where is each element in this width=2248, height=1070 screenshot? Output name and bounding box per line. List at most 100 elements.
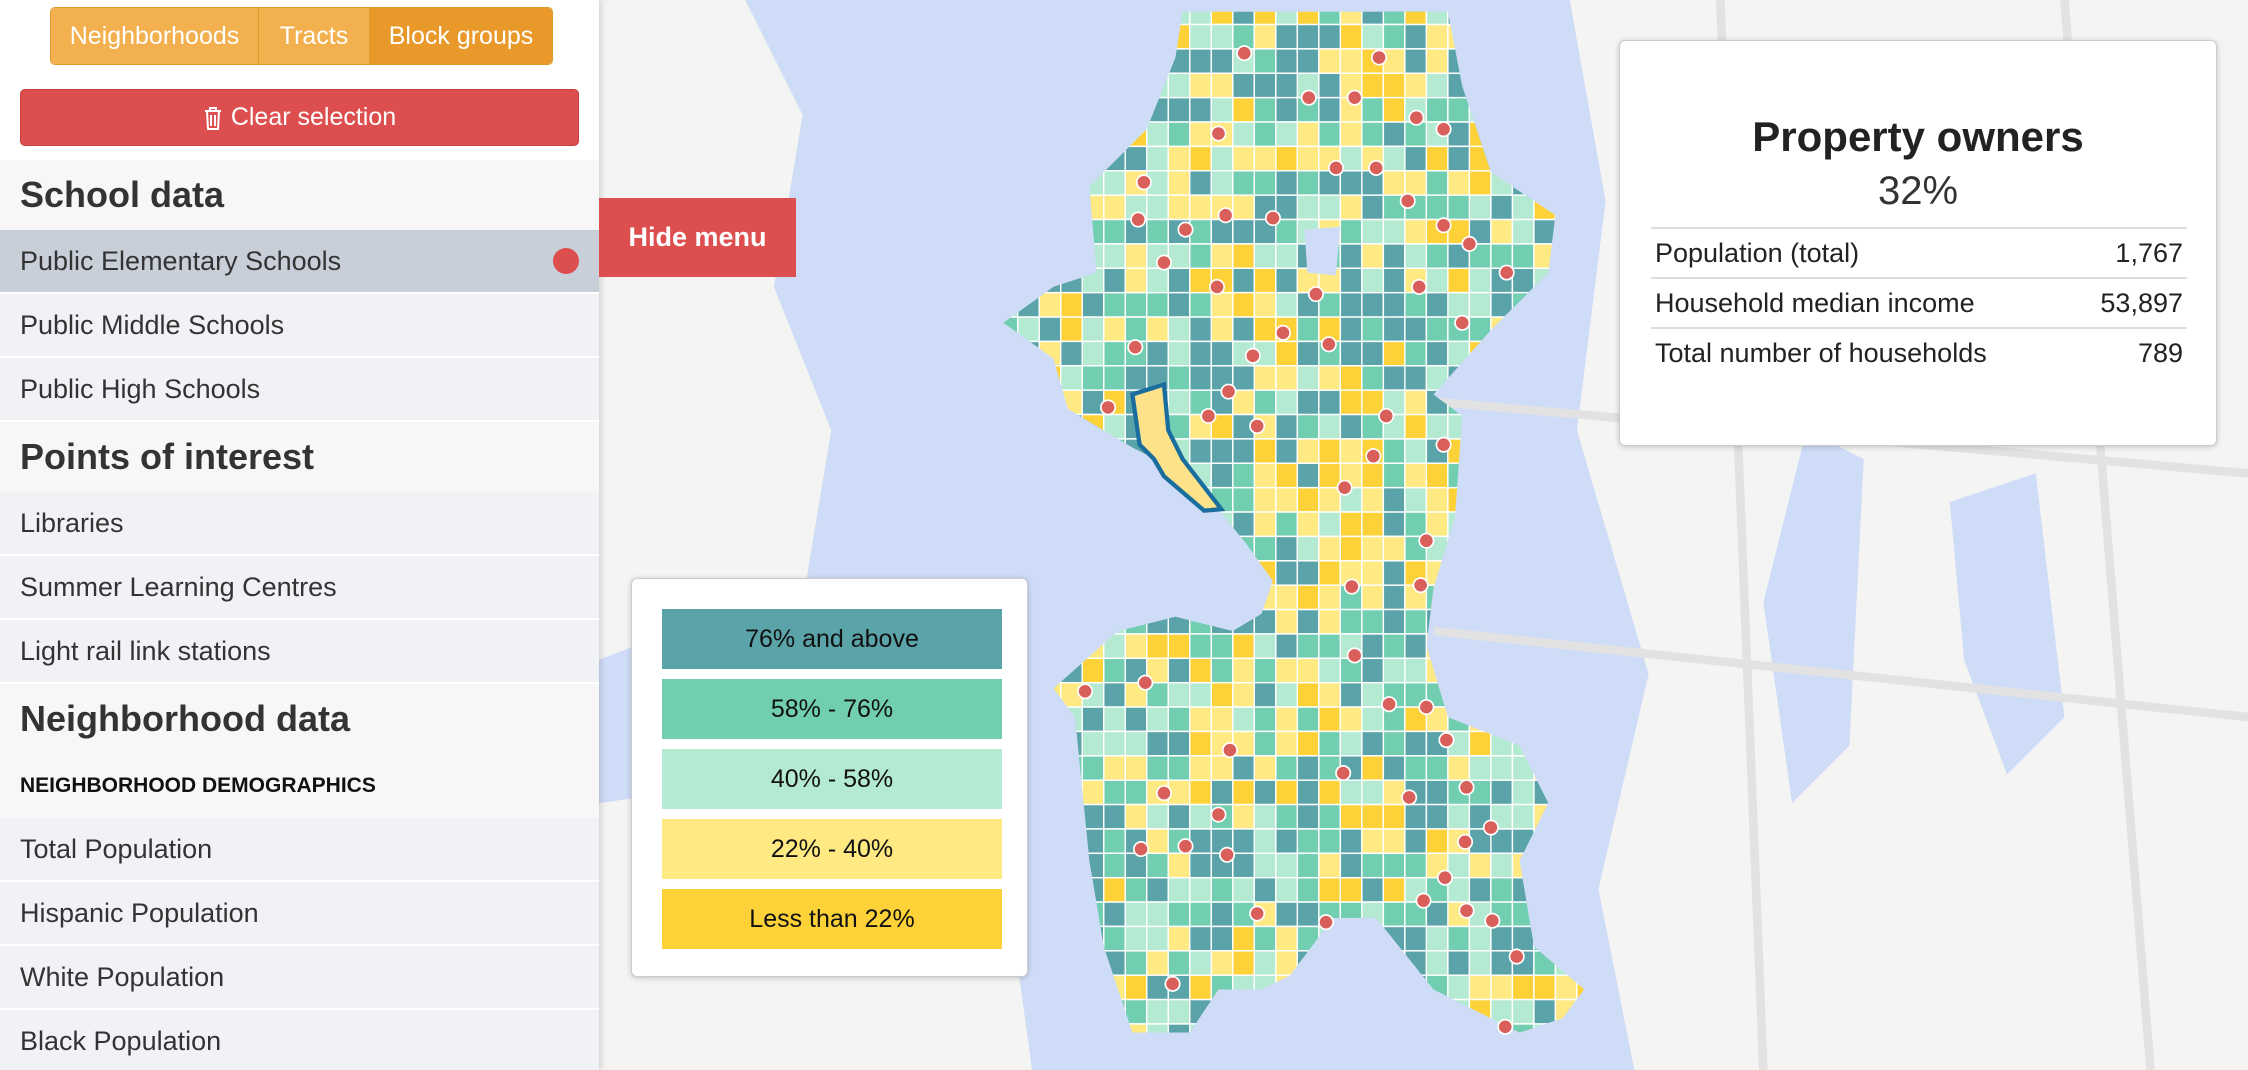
layer-item[interactable]: Light rail link stations — [0, 620, 599, 682]
map-cell[interactable] — [1490, 779, 1514, 806]
map-cell[interactable] — [1296, 779, 1320, 806]
hide-menu-button[interactable]: Hide menu — [599, 198, 796, 277]
map-cell[interactable] — [1318, 730, 1342, 757]
map-cell[interactable] — [1253, 511, 1277, 538]
map-cell[interactable] — [1103, 779, 1126, 806]
map-cell[interactable] — [1425, 170, 1449, 196]
map-cell[interactable] — [1189, 803, 1212, 830]
map-cell[interactable] — [1167, 365, 1191, 391]
map-cell[interactable] — [1361, 96, 1385, 123]
school-marker[interactable] — [1249, 905, 1266, 922]
map-cell[interactable] — [1382, 438, 1406, 465]
map-cell[interactable] — [1404, 145, 1428, 172]
map-cell[interactable] — [1060, 365, 1083, 391]
map-cell[interactable] — [1210, 755, 1234, 781]
map-cell[interactable] — [1189, 755, 1212, 781]
map-cell[interactable] — [1275, 413, 1299, 440]
school-marker[interactable] — [1274, 324, 1292, 341]
map-cell[interactable] — [1232, 633, 1256, 660]
map-cell[interactable] — [1447, 803, 1471, 830]
map-cell[interactable] — [1296, 584, 1320, 611]
map-cell[interactable] — [1296, 681, 1320, 708]
map-cell[interactable] — [1081, 779, 1105, 806]
map-cell[interactable] — [1339, 681, 1363, 708]
school-marker[interactable] — [1365, 448, 1382, 465]
map-cell[interactable] — [1468, 194, 1492, 221]
map-cell[interactable] — [1167, 291, 1191, 318]
map-cell[interactable] — [1081, 389, 1105, 416]
map-cell[interactable] — [1425, 486, 1449, 513]
map-cell[interactable] — [1361, 340, 1385, 367]
map-cell[interactable] — [1490, 974, 1514, 1001]
map-cell[interactable] — [1425, 194, 1449, 221]
map-cell[interactable] — [1296, 560, 1320, 586]
map-cell[interactable] — [1167, 340, 1191, 367]
school-marker[interactable] — [1435, 121, 1452, 138]
school-marker[interactable] — [1508, 948, 1525, 965]
layer-item[interactable]: Total Population — [0, 818, 599, 880]
school-marker[interactable] — [1415, 892, 1432, 909]
map-cell[interactable] — [1382, 779, 1406, 806]
map-cell[interactable] — [1425, 48, 1449, 74]
map-cell[interactable] — [1382, 828, 1406, 855]
map-cell[interactable] — [1210, 901, 1234, 928]
school-marker[interactable] — [1127, 339, 1144, 356]
school-marker[interactable] — [1328, 159, 1345, 176]
map-cell[interactable] — [1232, 145, 1256, 172]
map-cell[interactable] — [1382, 755, 1406, 781]
map-cell[interactable] — [1060, 291, 1083, 318]
map-cell[interactable] — [1275, 267, 1299, 294]
map-cell[interactable] — [1167, 389, 1191, 416]
map-cell[interactable] — [1318, 560, 1342, 586]
map-cell[interactable] — [1318, 657, 1342, 684]
map-cell[interactable] — [1275, 243, 1299, 270]
school-marker[interactable] — [1461, 235, 1478, 252]
map-cell[interactable] — [1404, 413, 1428, 440]
map-cell[interactable] — [1103, 657, 1126, 684]
map-cell[interactable] — [1404, 511, 1428, 538]
map-cell[interactable] — [1404, 72, 1428, 99]
map-cell[interactable] — [1275, 48, 1299, 74]
map-cell[interactable] — [1253, 72, 1277, 99]
map-cell[interactable] — [1361, 243, 1385, 270]
map-cell[interactable] — [1361, 316, 1385, 343]
map-cell[interactable] — [1232, 925, 1256, 952]
map-cell[interactable] — [1232, 121, 1256, 148]
map-cell[interactable] — [1296, 511, 1320, 538]
map-cell[interactable] — [1447, 291, 1471, 318]
map-cell[interactable] — [1425, 413, 1449, 440]
map-cell[interactable] — [1296, 23, 1320, 50]
map-cell[interactable] — [1167, 681, 1191, 708]
map-cell[interactable] — [1167, 901, 1191, 928]
map-cell[interactable] — [1253, 730, 1277, 757]
map-cell[interactable] — [1167, 121, 1191, 148]
map-cell[interactable] — [1468, 950, 1492, 976]
map-cell[interactable] — [1404, 170, 1428, 196]
map-cell[interactable] — [1511, 218, 1535, 245]
map-cell[interactable] — [1382, 852, 1406, 879]
map-cell[interactable] — [1189, 96, 1212, 123]
map-cell[interactable] — [1318, 72, 1342, 99]
map-cell[interactable] — [1318, 608, 1342, 635]
map-cell[interactable] — [1146, 267, 1169, 294]
selected-block-group[interactable] — [1130, 381, 1226, 513]
map-cell[interactable] — [1447, 96, 1471, 123]
map-cell[interactable] — [1425, 779, 1449, 806]
school-marker[interactable] — [1135, 174, 1152, 191]
map-cell[interactable] — [1038, 291, 1062, 318]
map-cell[interactable] — [1103, 340, 1126, 367]
map-cell[interactable] — [1189, 730, 1212, 757]
map-cell[interactable] — [1189, 267, 1212, 294]
map-cell[interactable] — [1404, 755, 1428, 781]
map-cell[interactable] — [1533, 998, 1557, 1025]
map-cell[interactable] — [1210, 438, 1234, 465]
map-cell[interactable] — [1081, 316, 1105, 343]
map-cell[interactable] — [1339, 194, 1363, 221]
layer-item[interactable]: Black Population — [0, 1010, 599, 1070]
map-cell[interactable] — [1253, 876, 1277, 903]
map-cell[interactable] — [1425, 803, 1449, 830]
map-cell[interactable] — [1382, 267, 1406, 294]
school-marker[interactable] — [1264, 210, 1281, 227]
map-cell[interactable] — [1232, 803, 1256, 830]
map-cell[interactable] — [1189, 365, 1212, 391]
